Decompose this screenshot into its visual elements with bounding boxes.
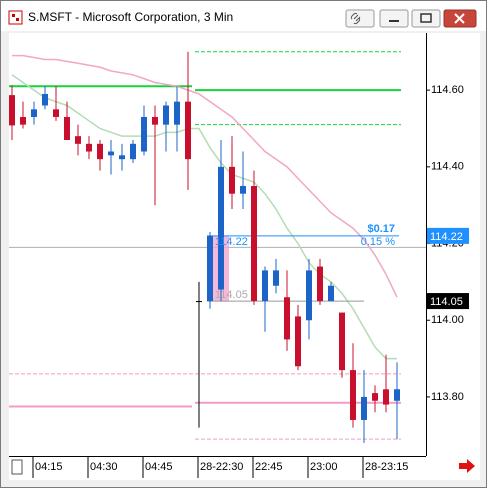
scroll-right-arrow[interactable] [459, 459, 475, 473]
candle-body [229, 166, 235, 194]
x-tick-label: 04:45 [145, 461, 173, 473]
candle-body [339, 312, 345, 371]
y-tick-label: 113.80 [431, 391, 464, 403]
candle-body [174, 101, 180, 125]
minimize-icon [389, 20, 399, 22]
candle-body [240, 186, 246, 194]
candle-body [196, 301, 202, 303]
candle-body [152, 116, 158, 125]
candle-body [64, 116, 70, 140]
minimize-button[interactable] [379, 9, 409, 28]
y-tick-label: 114.60 [431, 84, 464, 96]
candle-body [284, 297, 290, 340]
price-axis [426, 33, 480, 456]
window-title: S.MSFT - Microsoft Corporation, 3 Min [28, 10, 233, 24]
candle-body [361, 396, 367, 420]
x-tick-label: 22:45 [255, 461, 283, 473]
candle-body [141, 116, 147, 152]
measure-end-label: 114.22 [215, 236, 248, 248]
candle-body [394, 389, 400, 401]
candle-body [163, 105, 169, 125]
app-icon-dot [12, 14, 15, 17]
candle-body [295, 316, 301, 367]
app-icon[interactable] [8, 10, 23, 25]
candle-body [53, 109, 59, 117]
candle-body [350, 370, 356, 420]
candle-body [9, 95, 15, 126]
moving-average [12, 54, 398, 298]
candle-body [207, 235, 213, 302]
time-axis [9, 456, 480, 480]
price-tag-label: 114.05 [430, 296, 463, 308]
candle-body [317, 266, 323, 302]
candle-body [273, 270, 279, 286]
x-tick-label: 28-23:15 [365, 461, 408, 473]
plot-layer: 114.22 114.05 $0.170.15 % [9, 51, 426, 443]
price-tag [427, 227, 469, 244]
candle-body [306, 270, 312, 321]
candle-body [262, 270, 268, 302]
candle-body [328, 285, 334, 302]
maximize-icon [420, 13, 432, 23]
candle-body [372, 393, 378, 401]
measure-change: $0.17 [367, 223, 395, 235]
candle-body [86, 143, 92, 152]
maximize-button[interactable] [411, 9, 441, 28]
corner-checkbox[interactable] [11, 459, 23, 475]
candle-body [185, 101, 191, 160]
link-icon [350, 12, 361, 25]
candle-body [75, 136, 81, 144]
x-tick-label: 04:30 [90, 461, 118, 473]
y-tick-label: 114.00 [431, 314, 464, 326]
candle-body [119, 155, 125, 160]
candle-body [31, 109, 37, 117]
candle-body [108, 151, 114, 156]
candle-body [383, 389, 389, 405]
app-icon-dot [16, 18, 19, 21]
price-tag-label: 114.22 [430, 231, 463, 243]
x-tick-label: 28-22:30 [200, 461, 243, 473]
close-icon [454, 13, 465, 24]
candle-body [97, 143, 103, 160]
candle-body [251, 186, 257, 302]
measure-start-label: 114.05 [215, 289, 248, 301]
candle-body [42, 93, 48, 106]
measure-percent: 0.15 % [361, 236, 395, 248]
price-tag [427, 293, 469, 310]
candle-body [218, 166, 224, 290]
candle-body [20, 116, 26, 125]
link-button[interactable] [345, 9, 375, 28]
moving-average [11, 74, 397, 360]
x-tick-label: 04:15 [35, 461, 63, 473]
candle-body [130, 143, 136, 160]
y-tick-label: 114.40 [431, 161, 464, 173]
x-tick-label: 23:00 [310, 461, 338, 473]
